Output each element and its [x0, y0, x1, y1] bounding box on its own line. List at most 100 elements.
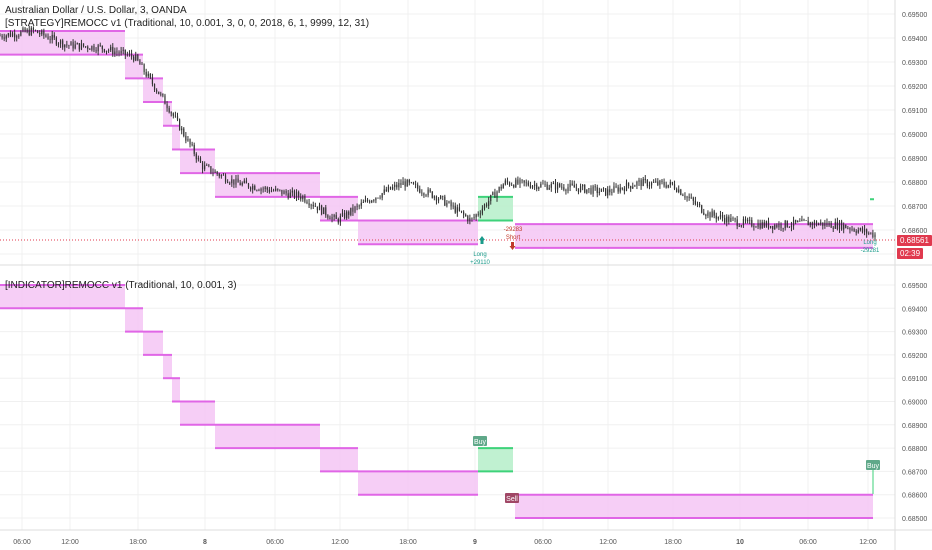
bottom-band-fill — [143, 331, 163, 355]
candle-body — [183, 128, 185, 136]
price-tick-top: 0.68900 — [902, 156, 927, 163]
candle-body — [172, 113, 174, 116]
candle-body — [765, 221, 768, 227]
candle-body — [586, 189, 588, 193]
candle-body — [170, 112, 172, 114]
time-tick: 06:00 — [266, 539, 284, 546]
candle-body — [289, 192, 291, 198]
time-tick: 12:00 — [61, 539, 79, 546]
candle-body — [577, 188, 580, 192]
candle-body — [364, 199, 367, 203]
candle-body — [845, 224, 847, 229]
candle-body — [669, 182, 671, 185]
candle-body — [245, 180, 248, 184]
candle-body — [18, 35, 20, 37]
candle-body — [314, 206, 316, 207]
candle-body — [323, 207, 325, 215]
candle-body — [162, 93, 164, 96]
candle-body — [130, 53, 133, 57]
candle-body — [214, 171, 216, 173]
candle-body — [569, 183, 571, 188]
candle-body — [805, 220, 807, 222]
price-tick-top: 0.69500 — [902, 12, 927, 19]
candle-body — [531, 185, 534, 188]
candle-body — [76, 43, 78, 45]
candle-body — [736, 219, 738, 227]
time-tick: 9 — [473, 539, 477, 546]
candle-body — [646, 180, 648, 187]
candle-body — [381, 193, 383, 198]
candle-body — [686, 196, 688, 198]
candle-body — [724, 218, 726, 223]
candle-body — [744, 219, 747, 222]
candle-body — [790, 225, 793, 228]
candle-body — [776, 225, 778, 228]
candle-body — [176, 116, 179, 120]
candle-body — [847, 228, 849, 229]
candle-body — [849, 228, 851, 230]
candle-body — [705, 214, 707, 216]
strategy-legend[interactable]: [STRATEGY]REMOCC v1 (Traditional, 10, 0.… — [5, 18, 370, 29]
candle-body — [339, 215, 341, 223]
candle-body — [389, 186, 392, 190]
candle-body — [600, 188, 603, 192]
candle-body — [763, 222, 765, 227]
candle-body — [696, 203, 699, 205]
candle-body — [329, 217, 331, 220]
candle-body — [47, 36, 49, 40]
candle-body — [283, 191, 285, 195]
candle-body — [247, 183, 250, 188]
bottom-green-band-fill — [478, 448, 513, 472]
candle-body — [139, 60, 141, 65]
candle-body — [607, 189, 609, 196]
candle-body — [254, 185, 256, 191]
price-tick-bottom: 0.69400 — [902, 306, 927, 313]
candle-body — [333, 215, 335, 217]
candle-body — [266, 187, 268, 190]
candle-body — [605, 188, 607, 196]
candle-body — [611, 192, 613, 193]
indicator-legend[interactable]: [INDICATOR]REMOCC v1 (Traditional, 10, 0… — [5, 280, 237, 291]
candle-body — [375, 197, 377, 201]
candle-body — [761, 222, 763, 229]
candle-body — [392, 187, 394, 190]
candle-body — [500, 186, 502, 189]
candle-body — [7, 33, 9, 36]
candle-body — [45, 35, 47, 37]
candle-body — [872, 232, 874, 238]
candle-body — [642, 178, 644, 187]
candle-body — [467, 216, 469, 222]
candle-body — [295, 192, 298, 198]
price-tick-top: 0.68700 — [902, 204, 927, 211]
bottom-band-fill — [515, 494, 873, 518]
candle-body — [431, 191, 433, 198]
candle-body — [544, 184, 546, 185]
candle-body — [627, 182, 630, 186]
price-tick-bottom: 0.68500 — [902, 516, 927, 523]
candle-body — [820, 222, 822, 224]
candle-body — [663, 182, 665, 186]
candle-body — [325, 207, 327, 216]
candle-body — [454, 205, 456, 213]
candle-body — [277, 188, 279, 190]
candle-body — [838, 221, 841, 229]
candle-body — [653, 182, 655, 183]
candle-body — [575, 187, 577, 189]
candle-body — [3, 37, 5, 39]
candle-body — [582, 185, 584, 187]
candle-body — [272, 190, 275, 192]
candle-body — [598, 191, 600, 193]
candle-body — [807, 220, 809, 226]
candle-body — [412, 182, 415, 185]
candle-body — [346, 211, 348, 219]
candle-body — [667, 184, 669, 188]
candle-body — [513, 185, 515, 188]
candle-body — [256, 190, 258, 191]
candle-body — [72, 42, 74, 49]
candle-body — [208, 165, 210, 167]
candle-body — [836, 221, 839, 229]
candle-body — [126, 54, 128, 56]
candle-body — [306, 201, 308, 204]
candle-body — [149, 73, 151, 78]
